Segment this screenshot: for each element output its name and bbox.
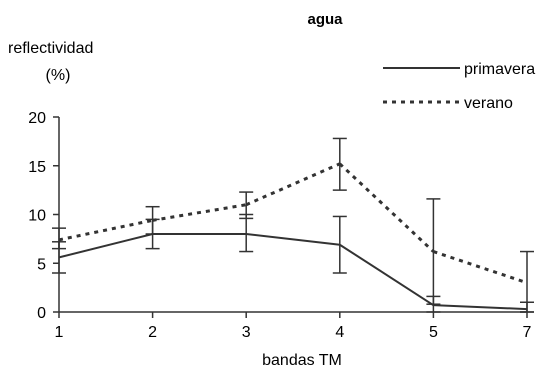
y-ticks: 0 5 10 15 20 bbox=[28, 110, 59, 322]
x-tick-label: 5 bbox=[429, 324, 438, 341]
chart-title: agua bbox=[307, 11, 343, 28]
y-tick-label: 5 bbox=[37, 256, 46, 273]
axes bbox=[58, 117, 527, 313]
y-tick-label: 0 bbox=[37, 305, 46, 322]
y-axis-label: reflectividad bbox=[8, 40, 93, 57]
x-ticks: 1 2 3 4 5 7 bbox=[55, 312, 532, 341]
error-bar bbox=[239, 191, 254, 220]
y-tick-label: 10 bbox=[28, 208, 46, 225]
x-tick-label: 7 bbox=[523, 324, 532, 341]
series-segment bbox=[338, 162, 435, 253]
legend-label-primavera: primavera bbox=[464, 61, 535, 78]
y-tick-label: 15 bbox=[28, 159, 46, 176]
series-verano bbox=[52, 137, 534, 313]
x-axis-label: bandas TM bbox=[262, 352, 342, 369]
x-tick-label: 3 bbox=[242, 324, 251, 341]
x-tick-label: 1 bbox=[55, 324, 64, 341]
series-layer bbox=[52, 137, 534, 313]
legend-label-verano: verano bbox=[464, 95, 513, 112]
y-axis-unit: (%) bbox=[46, 67, 71, 84]
error-bar bbox=[332, 137, 347, 191]
series-segment bbox=[58, 233, 153, 259]
series-segment bbox=[245, 162, 341, 207]
series-segment bbox=[339, 243, 434, 307]
series-segment bbox=[246, 233, 340, 246]
error-bar bbox=[520, 250, 534, 313]
series-primavera bbox=[52, 213, 534, 313]
x-tick-label: 4 bbox=[335, 324, 344, 341]
legend: primavera verano bbox=[383, 61, 535, 112]
series-segment bbox=[432, 250, 528, 285]
series-segment bbox=[152, 203, 247, 222]
series-segment bbox=[433, 304, 528, 311]
y-tick-label: 20 bbox=[28, 110, 46, 127]
series-segment bbox=[58, 218, 153, 242]
x-tick-label: 2 bbox=[148, 324, 157, 341]
error-bar bbox=[52, 227, 66, 250]
